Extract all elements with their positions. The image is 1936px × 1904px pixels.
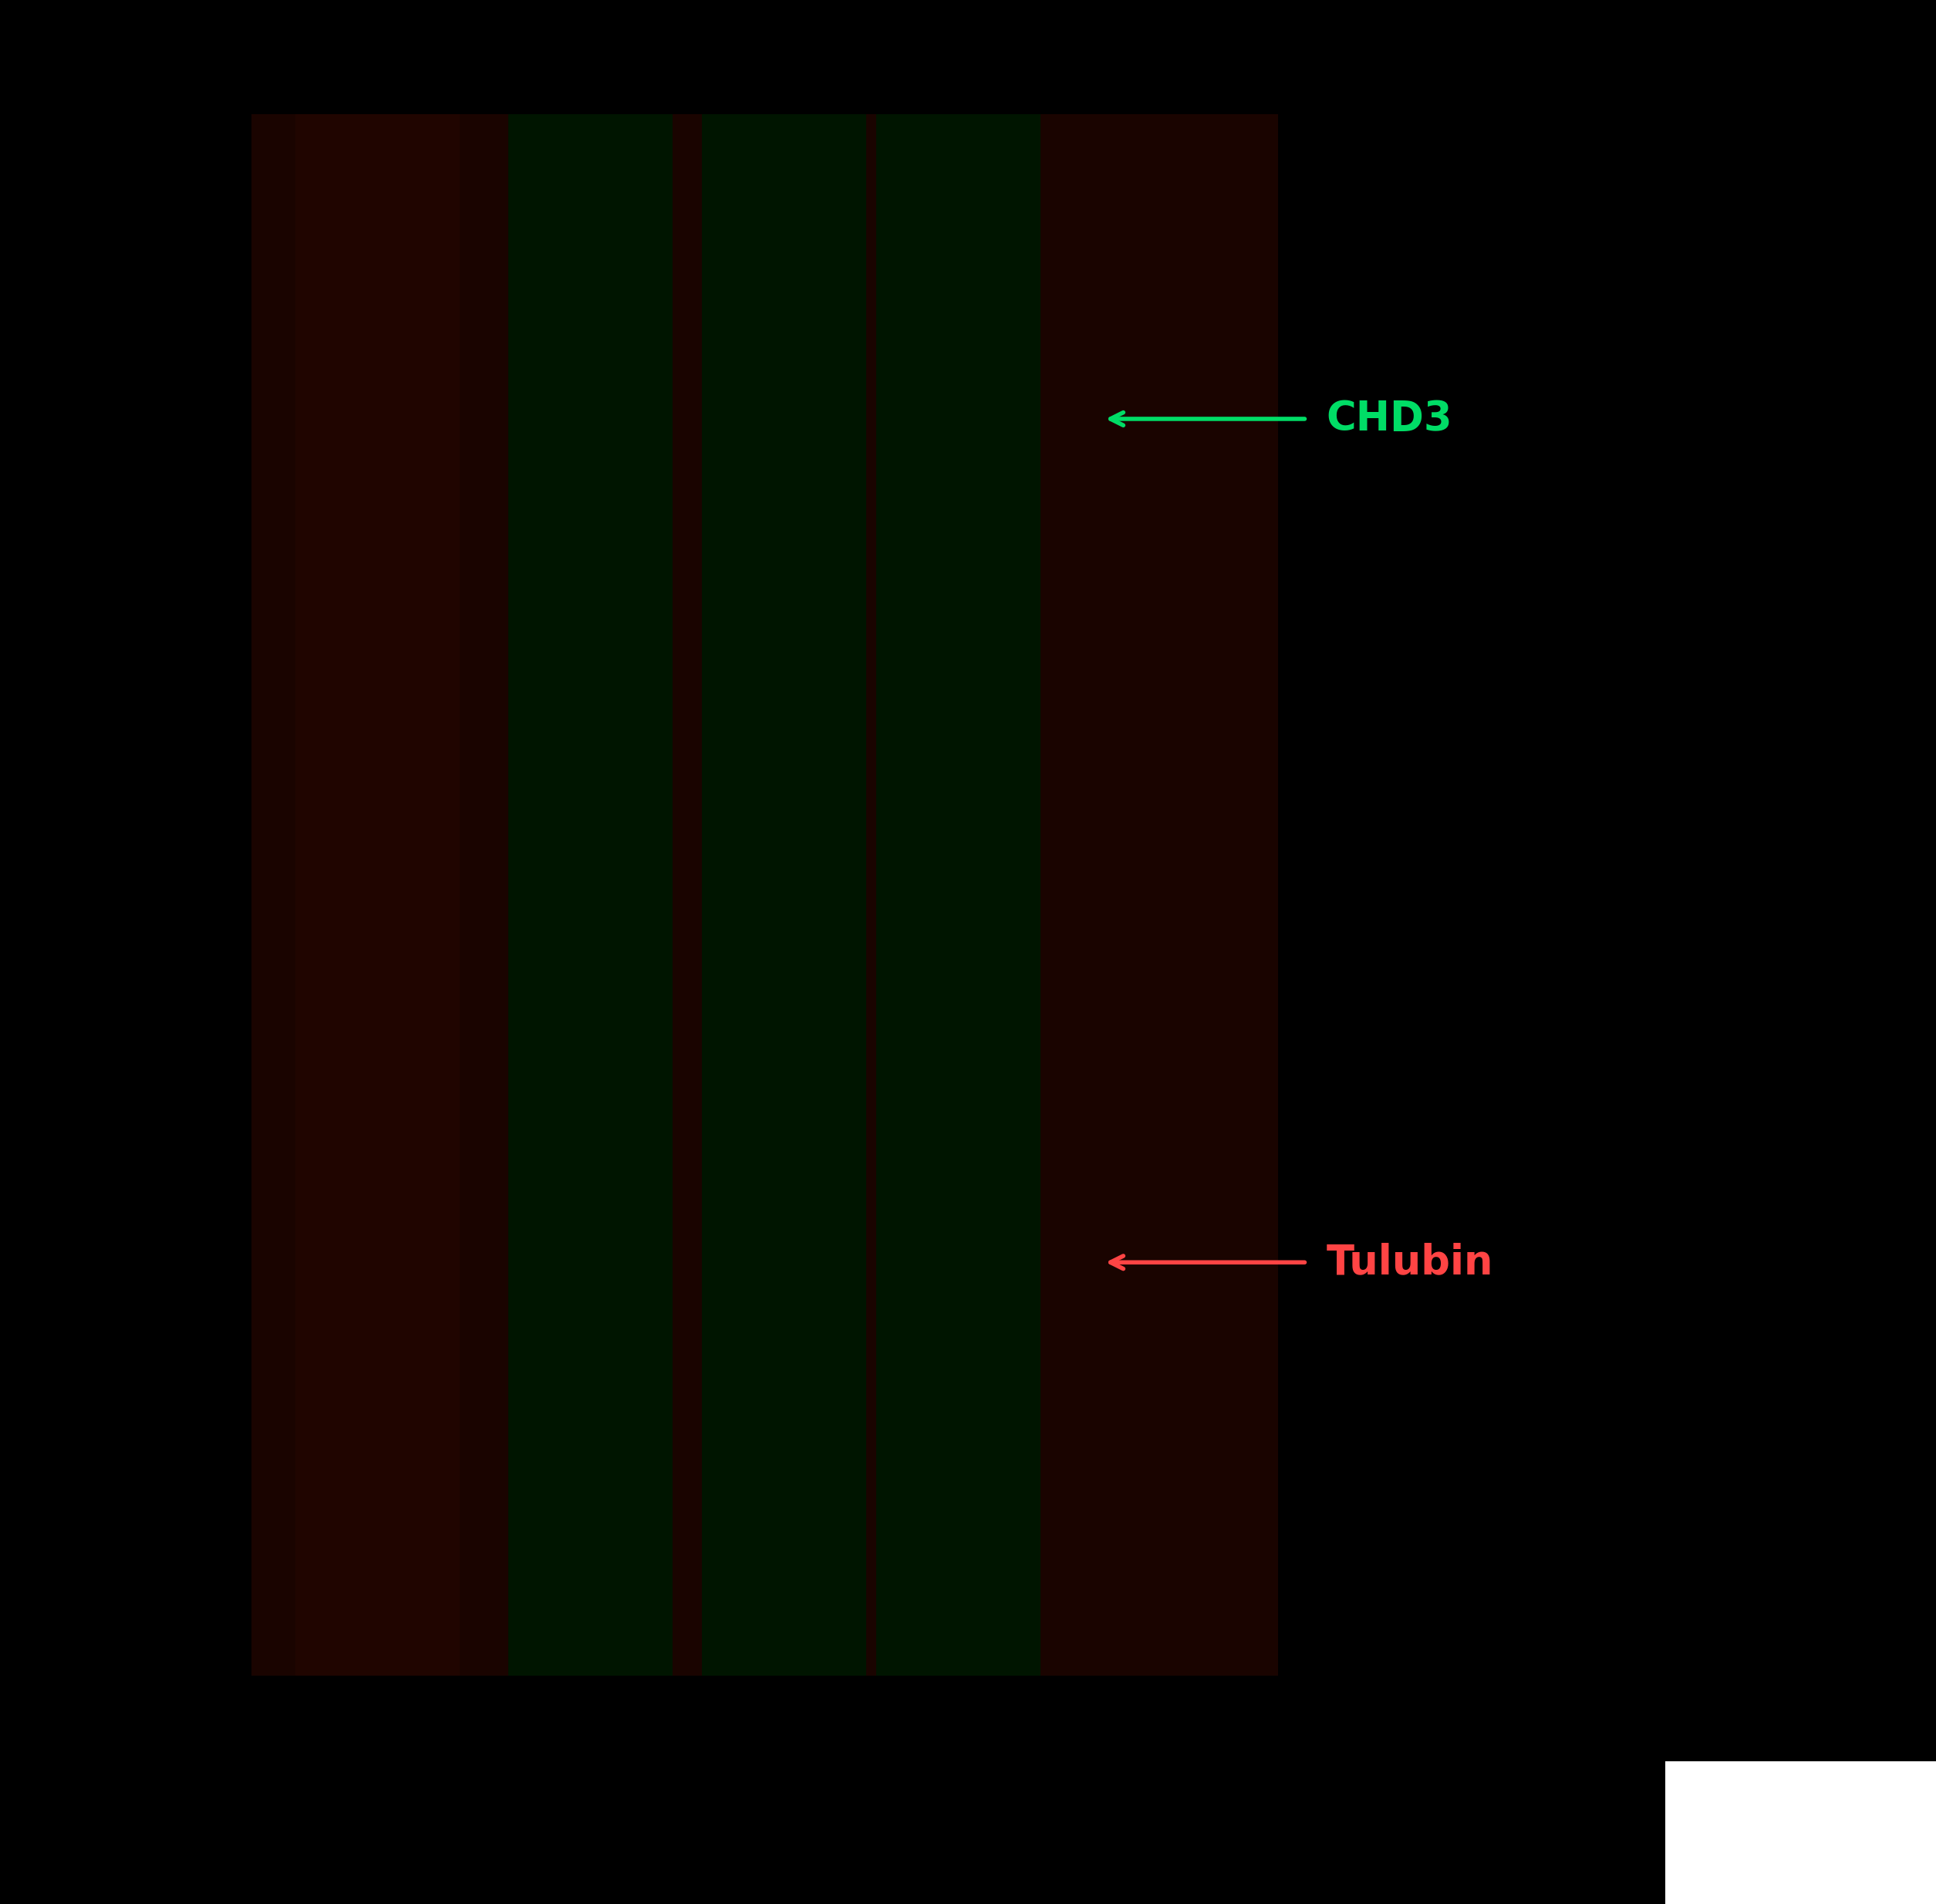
Bar	[703, 114, 867, 1676]
Bar	[507, 114, 674, 1676]
FancyBboxPatch shape	[252, 114, 1278, 1676]
Bar	[1665, 1761, 1936, 1904]
Text: CHD3: CHD3	[1326, 398, 1452, 440]
Bar	[877, 114, 1042, 1676]
Text: Tulubin: Tulubin	[1326, 1241, 1493, 1283]
Bar	[294, 114, 461, 1676]
